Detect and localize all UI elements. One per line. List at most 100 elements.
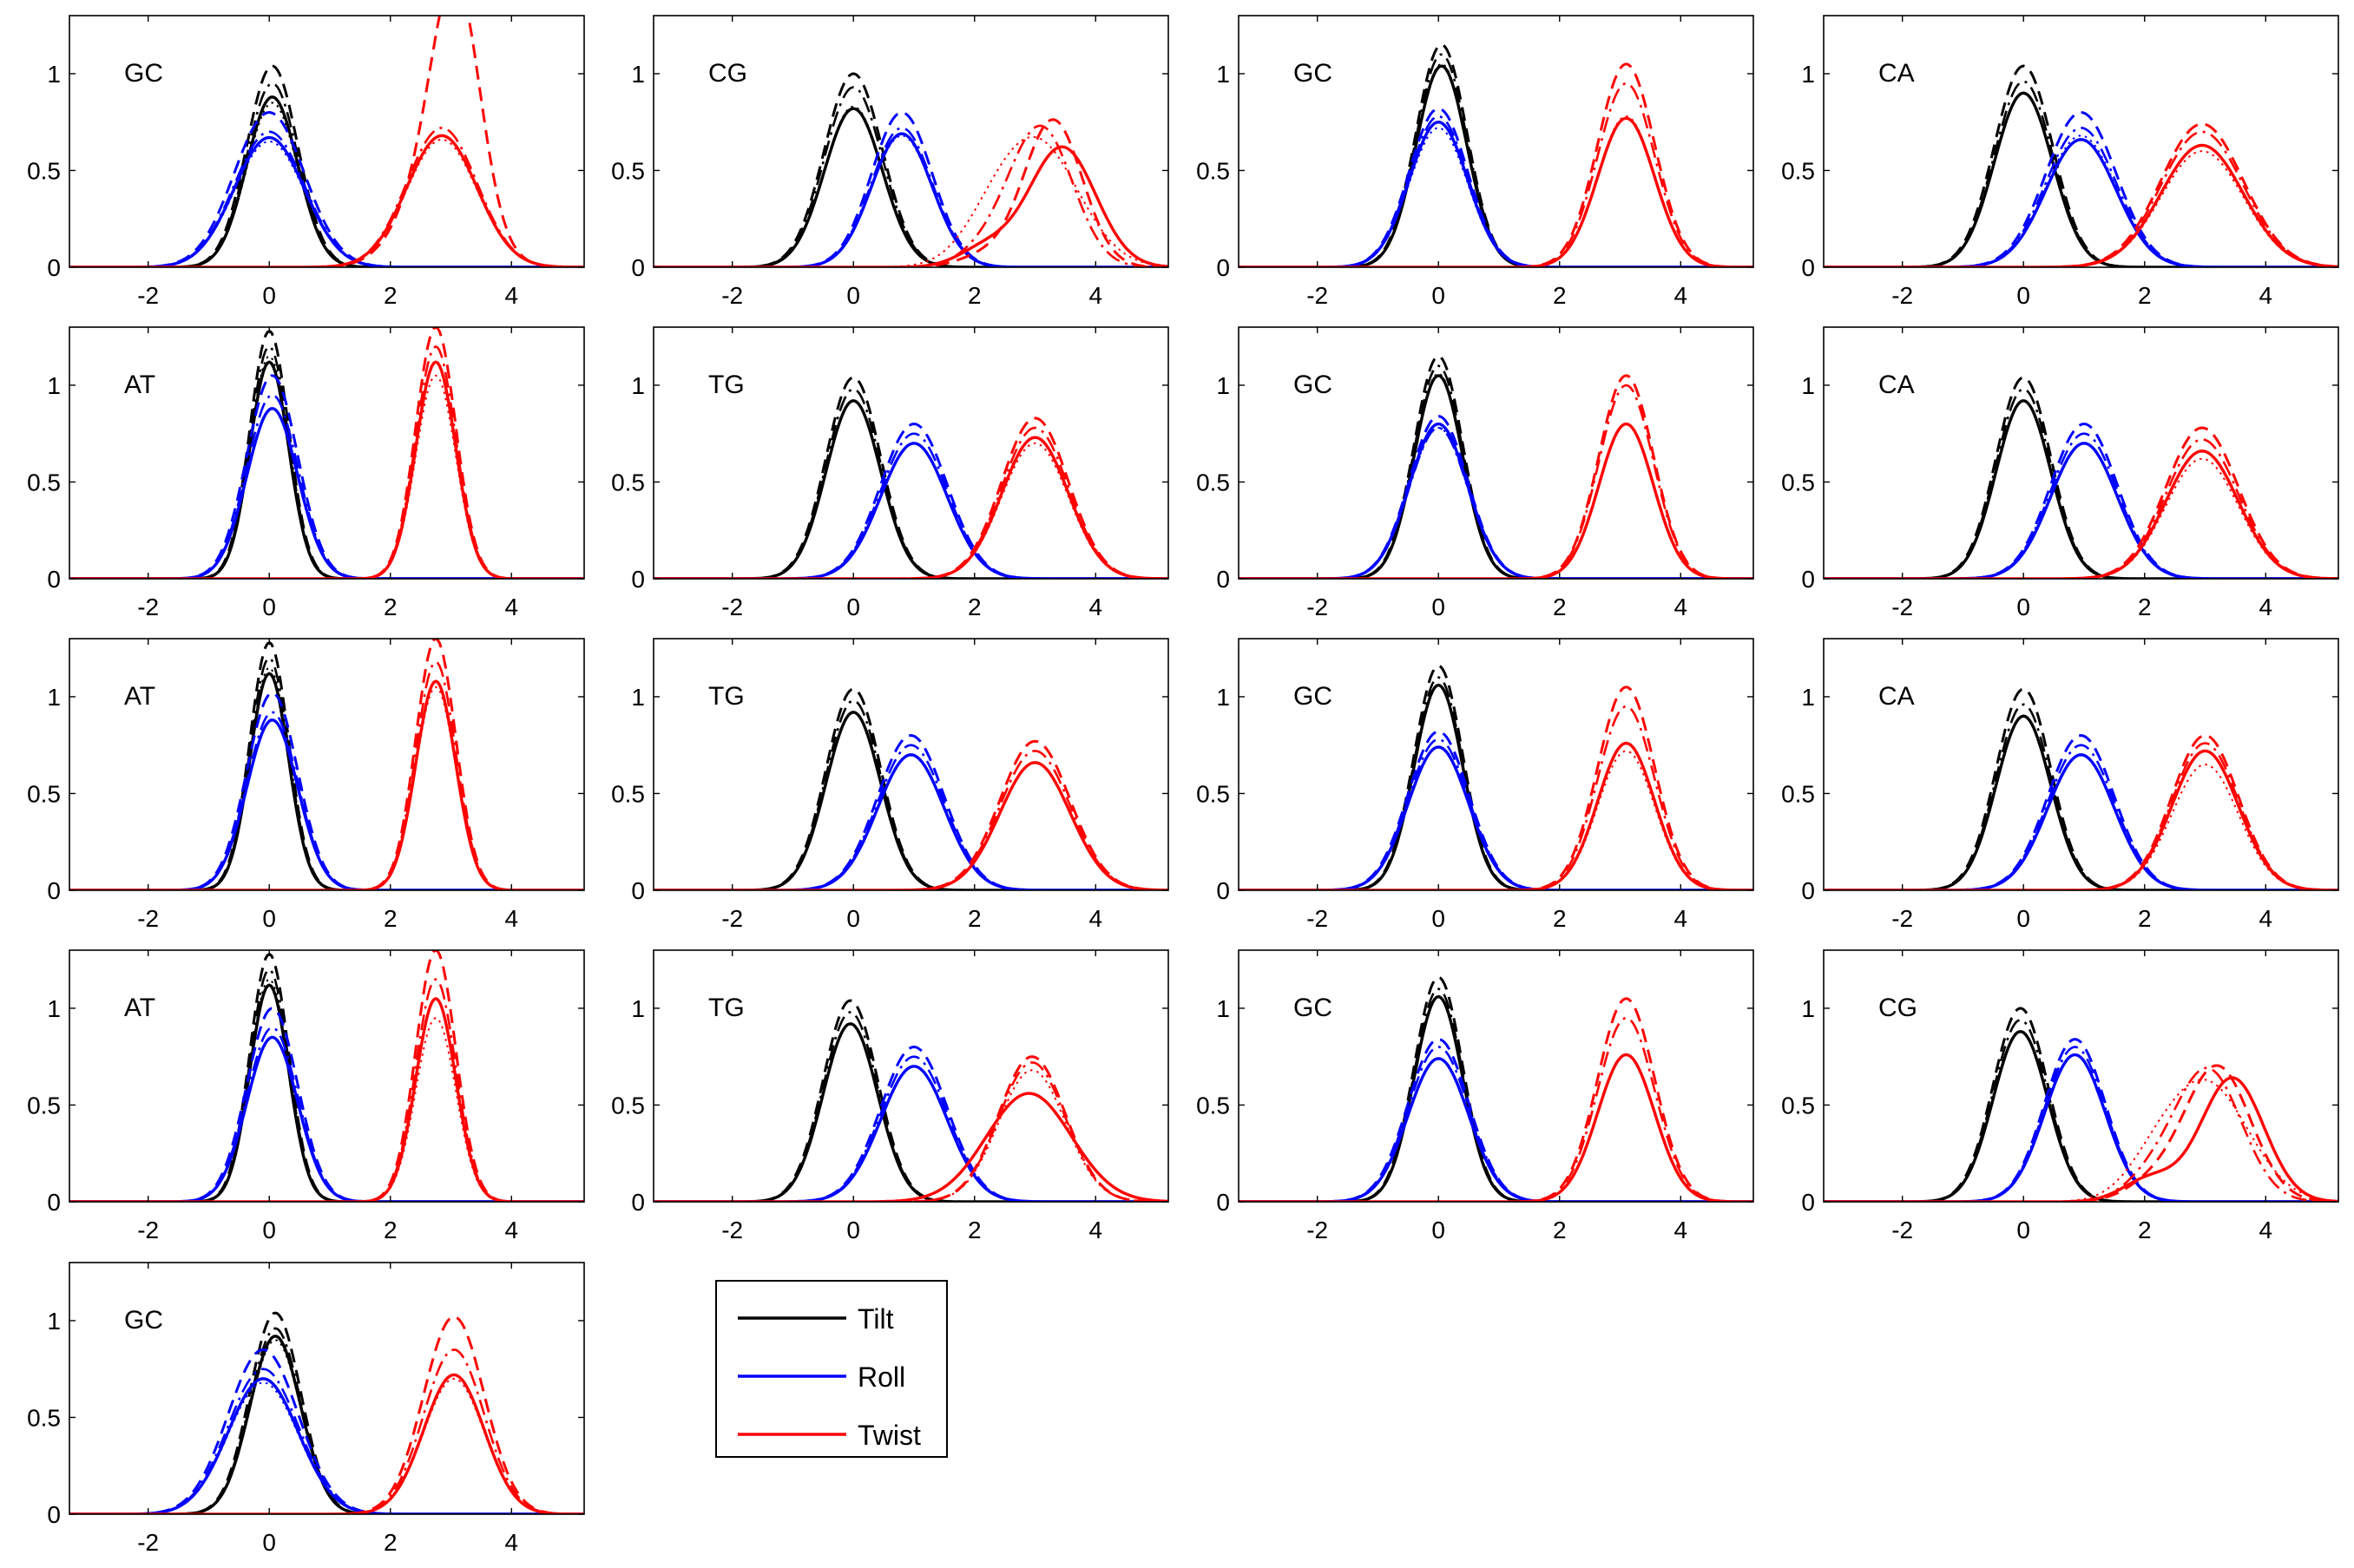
y-tick-label: 0 (631, 566, 645, 593)
x-tick-label: -2 (721, 594, 743, 620)
x-tick-label: 0 (262, 1529, 276, 1556)
curve-roll-solid (69, 407, 584, 579)
x-tick-label: 4 (504, 594, 518, 620)
x-tick-label: 4 (504, 282, 518, 309)
y-tick-label: 1 (1216, 61, 1230, 88)
x-tick-label: 0 (846, 1217, 860, 1243)
panel-label: TG (708, 994, 745, 1022)
y-tick-label: 0 (1801, 877, 1815, 904)
curves (69, 1311, 584, 1514)
legend-entry-twist: Twist (738, 1420, 921, 1451)
x-tick-label: 0 (1431, 1217, 1445, 1243)
y-tick-label: 0 (1801, 254, 1815, 281)
plot-area (69, 327, 584, 579)
panel-14-tg: -2 0 2 4 0 0.5 1 TG (611, 949, 1169, 1243)
panel-label: GC (1293, 994, 1332, 1022)
curve-twist-dash (69, 16, 584, 267)
curve-twist-dash (654, 118, 1168, 267)
curve-roll-solid (654, 132, 1168, 267)
x-tick-label: 2 (2138, 905, 2152, 932)
curve-twist-solid (1824, 1076, 2338, 1202)
curve-tilt-dash (654, 72, 1168, 267)
x-tick-label: 0 (1431, 905, 1445, 932)
panel-label: TG (708, 371, 745, 399)
x-tick-label: 4 (504, 905, 518, 932)
panel-7-gc: -2 0 2 4 0 0.5 1 GC (1196, 326, 1754, 620)
curve-twist-solid (1824, 143, 2338, 267)
legend-label-tilt: Tilt (858, 1303, 894, 1335)
panel-15-gc: -2 0 2 4 0 0.5 1 GC (1196, 949, 1754, 1243)
curves (69, 327, 584, 579)
curve-tilt-solid (1239, 374, 1753, 579)
axes-frame (69, 638, 585, 891)
curve-roll-solid (1824, 1053, 2338, 1202)
curve-roll-solid (69, 718, 584, 890)
plot-area (69, 1263, 584, 1514)
x-tick-label: 4 (1673, 282, 1687, 309)
x-tick-label: 0 (262, 594, 276, 620)
curve-twist-dash (1824, 1064, 2338, 1202)
y-tick-label: 1 (631, 61, 645, 88)
x-tick-label: -2 (1306, 1217, 1328, 1243)
y-tick-label: 0 (1216, 877, 1230, 904)
x-tick-label: 2 (1553, 594, 1567, 620)
panel-4-ca: -2 0 2 4 0 0.5 1 CA (1781, 15, 2339, 309)
plot-area (1824, 16, 2338, 267)
y-tick-label: 1 (1801, 684, 1815, 711)
curve-roll-dash (1824, 1038, 2338, 1202)
curve-roll-solid (1824, 753, 2338, 890)
panels-layer: -2 0 2 4 0 0.5 1 GC -2 0 2 4 0 0.5 1 CG -2 0 2 4 0 0.5 1 GC -2 0 2… (27, 15, 2339, 1556)
y-tick-label: 0.5 (1781, 469, 1815, 495)
y-tick-label: 1 (631, 372, 645, 399)
x-tick-label: -2 (721, 1217, 743, 1243)
panel-label: TG (708, 682, 745, 711)
y-tick-label: 0 (47, 566, 61, 593)
x-tick-label: 0 (262, 905, 276, 932)
plot-area (1824, 639, 2338, 890)
y-tick-label: 0.5 (27, 780, 61, 807)
y-tick-label: 0.5 (27, 1404, 61, 1431)
y-tick-label: 0 (47, 877, 61, 904)
legend-entry-roll: Roll (738, 1361, 905, 1393)
y-tick-label: 0.5 (611, 1092, 645, 1119)
x-tick-label: 4 (1088, 905, 1102, 932)
y-tick-label: 0.5 (1196, 780, 1230, 807)
curve-tilt-solid (69, 672, 584, 890)
x-tick-label: -2 (1891, 1217, 1913, 1243)
axes-frame (653, 949, 1169, 1203)
y-tick-label: 0.5 (27, 469, 61, 495)
axes-frame (1823, 638, 2339, 891)
curve-twist-dashdot (1239, 705, 1753, 890)
y-tick-label: 1 (47, 684, 61, 711)
curve-twist-solid (1239, 1053, 1753, 1202)
curve-roll-dashdot (1824, 432, 2338, 579)
x-tick-label: 2 (2138, 282, 2152, 309)
curve-twist-solid (69, 679, 584, 890)
plot-area (69, 950, 584, 1202)
x-tick-label: 0 (2016, 282, 2030, 309)
x-tick-label: 0 (2016, 905, 2030, 932)
x-tick-label: 2 (968, 1217, 982, 1243)
axes-frame (1238, 949, 1754, 1203)
axes-frame (69, 1262, 585, 1515)
x-tick-label: 0 (262, 282, 276, 309)
curve-roll-solid (1824, 442, 2338, 579)
curve-roll-dash (1824, 734, 2338, 890)
y-tick-label: 0 (1801, 566, 1815, 593)
curve-twist-dashdot (1239, 1016, 1753, 1202)
x-tick-label: 2 (1553, 905, 1567, 932)
curve-twist-solid (1239, 422, 1753, 579)
panel-8-ca: -2 0 2 4 0 0.5 1 CA (1781, 326, 2339, 620)
curve-roll-dash (69, 1007, 584, 1202)
x-tick-label: 4 (2259, 905, 2272, 932)
x-tick-label: 4 (1673, 1217, 1687, 1243)
legend-label-roll: Roll (858, 1361, 905, 1393)
panel-label: GC (124, 59, 163, 88)
legend-label-twist: Twist (858, 1420, 921, 1451)
panel-label: AT (124, 682, 155, 711)
curve-tilt-solid (69, 983, 584, 1202)
y-tick-label: 0.5 (27, 1092, 61, 1119)
x-tick-label: -2 (1891, 594, 1913, 620)
curve-roll-solid (69, 1035, 584, 1202)
y-tick-label: 0 (47, 1189, 61, 1216)
